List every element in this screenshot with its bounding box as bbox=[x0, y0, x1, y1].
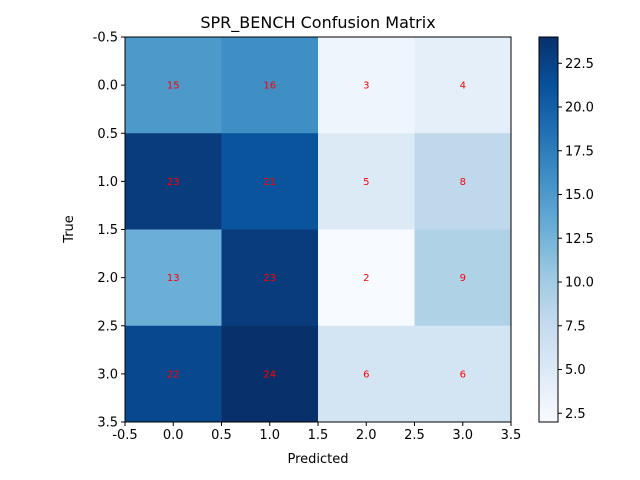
x-tick-label: 3.0 bbox=[452, 428, 473, 443]
heatmap-cell-labels: 15 16 3 4 23 21 5 8 13 23 2 9 22 24 6 6 bbox=[167, 81, 466, 381]
y-tick-label: 0.5 bbox=[97, 127, 118, 142]
cell-value-label: 6 bbox=[363, 369, 369, 380]
x-tick-label: 0.0 bbox=[163, 428, 184, 443]
heatmap-cell bbox=[414, 37, 512, 134]
colorbar-tick-label: 20.0 bbox=[565, 101, 594, 116]
cell-value-label: 21 bbox=[263, 177, 276, 188]
heatmap-cell bbox=[414, 133, 512, 230]
x-axis-ticks: -0.5 0.0 0.5 1.0 1.5 2.0 2.5 3.0 3.5 bbox=[112, 422, 521, 443]
heatmap-cell bbox=[125, 133, 222, 230]
x-tick-label: 0.5 bbox=[211, 428, 232, 443]
heatmap-cell bbox=[318, 37, 415, 134]
x-tick-label: 2.0 bbox=[356, 428, 377, 443]
heatmap-cell bbox=[318, 229, 415, 327]
chart-title: SPR_BENCH Confusion Matrix bbox=[200, 13, 435, 33]
colorbar-tick-label: 10.0 bbox=[565, 276, 594, 291]
heatmap-cell bbox=[125, 229, 222, 327]
cell-value-label: 5 bbox=[363, 177, 369, 188]
colorbar-tick-label: 15.0 bbox=[565, 188, 594, 203]
y-tick-label: -0.5 bbox=[93, 31, 118, 46]
x-tick-label: -0.5 bbox=[112, 428, 137, 443]
x-tick-label: 1.0 bbox=[259, 428, 280, 443]
cell-value-label: 3 bbox=[363, 81, 369, 92]
x-tick-label: 3.5 bbox=[501, 428, 522, 443]
y-tick-label: 3.0 bbox=[97, 367, 118, 382]
colorbar-tick-label: 12.5 bbox=[565, 232, 594, 247]
cell-value-label: 9 bbox=[460, 273, 466, 284]
cell-value-label: 23 bbox=[263, 273, 276, 284]
heatmap-cell bbox=[221, 133, 319, 230]
x-axis-label: Predicted bbox=[287, 452, 348, 467]
cell-value-label: 15 bbox=[167, 81, 180, 92]
heatmap-cells bbox=[125, 37, 512, 423]
heatmap-cell bbox=[221, 325, 319, 423]
cell-value-label: 24 bbox=[263, 369, 276, 380]
colorbar-tick-label: 5.0 bbox=[565, 363, 586, 378]
heatmap-cell bbox=[221, 37, 319, 134]
cell-value-label: 8 bbox=[460, 177, 466, 188]
heatmap-cell bbox=[414, 229, 512, 327]
x-tick-label: 1.5 bbox=[308, 428, 329, 443]
heatmap-cell bbox=[221, 229, 319, 327]
y-tick-label: 0.0 bbox=[97, 79, 118, 94]
cell-value-label: 22 bbox=[167, 369, 180, 380]
cell-value-label: 16 bbox=[263, 81, 276, 92]
heatmap-cell bbox=[125, 325, 222, 423]
colorbar-tick-label: 2.5 bbox=[565, 407, 586, 422]
y-tick-label: 2.5 bbox=[97, 319, 118, 334]
cell-value-label: 2 bbox=[363, 273, 369, 284]
colorbar-ticks: 2.5 5.0 7.5 10.0 12.5 15.0 17.5 20.0 22.5 bbox=[558, 57, 594, 422]
y-tick-label: 3.5 bbox=[97, 416, 118, 431]
colorbar-tick-label: 17.5 bbox=[565, 144, 594, 159]
y-tick-label: 1.0 bbox=[97, 175, 118, 190]
cell-value-label: 6 bbox=[460, 369, 466, 380]
colorbar-tick-label: 7.5 bbox=[565, 319, 586, 334]
cell-value-label: 4 bbox=[460, 81, 466, 92]
heatmap-cell bbox=[318, 325, 415, 423]
heatmap-cell bbox=[414, 325, 512, 423]
colorbar-tick-label: 22.5 bbox=[565, 57, 594, 72]
cell-value-label: 13 bbox=[167, 273, 180, 284]
y-axis-ticks: -0.5 0.0 0.5 1.0 1.5 2.0 2.5 3.0 3.5 bbox=[93, 31, 125, 431]
y-axis-label: True bbox=[62, 215, 77, 244]
y-tick-label: 2.0 bbox=[97, 271, 118, 286]
heatmap-cell bbox=[318, 133, 415, 230]
heatmap-cell bbox=[125, 37, 222, 134]
colorbar bbox=[538, 36, 559, 423]
cell-value-label: 23 bbox=[167, 177, 180, 188]
x-tick-label: 2.5 bbox=[404, 428, 425, 443]
y-tick-label: 1.5 bbox=[97, 223, 118, 238]
